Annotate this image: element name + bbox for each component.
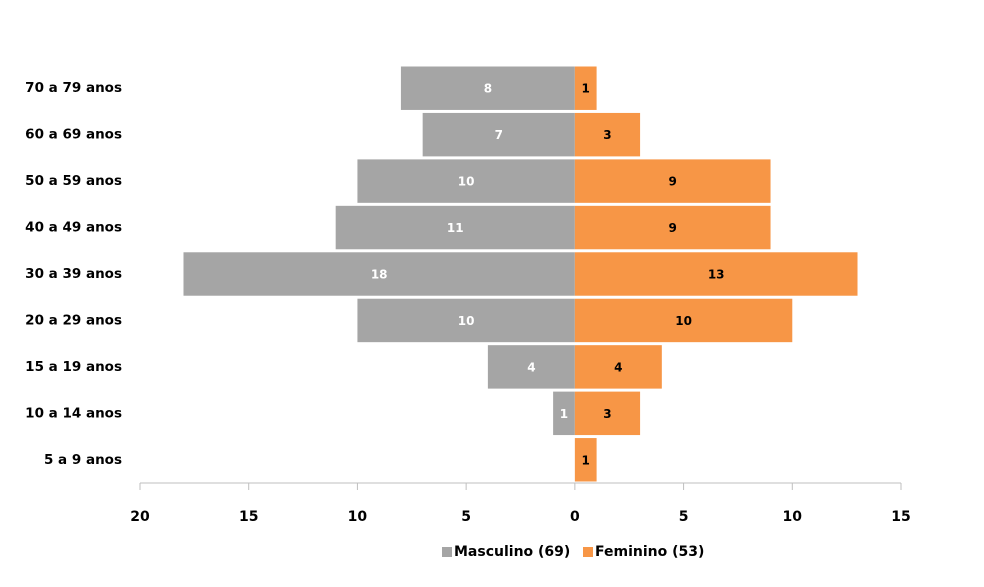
bar <box>487 345 575 389</box>
data-label: 7 <box>495 128 503 142</box>
bar <box>400 66 575 110</box>
bar <box>574 252 858 296</box>
data-label: 4 <box>614 360 622 374</box>
data-label: 13 <box>708 268 725 282</box>
data-label: 10 <box>675 314 692 328</box>
bar <box>574 345 662 389</box>
bar <box>574 298 793 343</box>
legend-swatch <box>442 547 452 557</box>
bar <box>574 112 641 157</box>
bar <box>574 159 771 203</box>
x-tick-label: 20 <box>130 509 150 525</box>
x-tick-label: 5 <box>461 509 471 525</box>
data-label: 10 <box>458 175 475 189</box>
data-label: 10 <box>458 314 475 328</box>
y-tick-label: 15 a 19 anos <box>25 359 122 375</box>
data-label: 1 <box>582 82 590 96</box>
y-tick-label: 30 a 39 anos <box>25 266 122 282</box>
data-label: 3 <box>603 128 611 142</box>
x-tick-label: 0 <box>570 509 580 525</box>
data-label: 1 <box>582 453 590 467</box>
y-tick-label: 70 a 79 anos <box>25 80 122 96</box>
bar <box>574 205 771 250</box>
y-tick-label: 60 a 69 anos <box>25 127 122 143</box>
bar <box>183 252 575 296</box>
bar <box>357 298 575 343</box>
data-label: 11 <box>447 221 464 235</box>
x-tick-label: 15 <box>239 509 258 525</box>
bar <box>574 391 641 436</box>
x-tick-label: 10 <box>348 509 368 525</box>
bar <box>553 391 575 436</box>
bar <box>335 205 575 250</box>
y-tick-label: 20 a 29 anos <box>25 312 122 328</box>
data-label: 4 <box>527 360 535 374</box>
y-tick-label: 5 a 9 anos <box>44 452 122 468</box>
y-tick-label: 50 a 59 anos <box>25 173 122 189</box>
x-tick-label: 15 <box>891 509 910 525</box>
legend-label: Feminino (53) <box>595 544 704 560</box>
bar <box>357 159 575 203</box>
data-label: 3 <box>603 407 611 421</box>
data-label: 9 <box>669 221 677 235</box>
data-label: 9 <box>669 175 677 189</box>
legend-swatch <box>583 547 593 557</box>
y-tick-label: 40 a 49 anos <box>25 220 122 236</box>
data-label: 8 <box>484 82 492 96</box>
legend-label: Masculino (69) <box>454 544 570 560</box>
x-tick-label: 10 <box>783 509 803 525</box>
bar <box>574 438 597 482</box>
data-label: 1 <box>560 407 568 421</box>
x-tick-label: 5 <box>679 509 689 525</box>
bar <box>574 66 597 110</box>
y-tick-label: 10 a 14 anos <box>25 405 122 421</box>
bar <box>422 112 575 157</box>
data-label: 18 <box>371 268 388 282</box>
